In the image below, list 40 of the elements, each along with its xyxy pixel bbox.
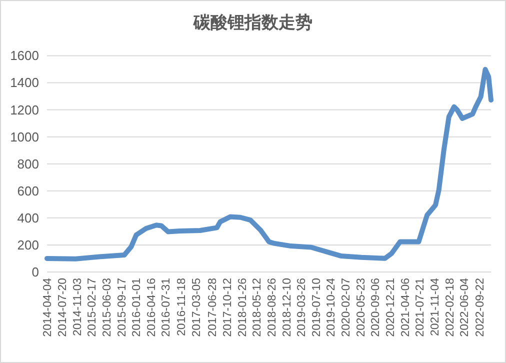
x-tick-label: 2016-07-31 xyxy=(160,278,173,337)
x-tick-label: 2016-11-18 xyxy=(176,278,188,336)
x-tick-label: 2014-07-20 xyxy=(56,278,69,337)
y-tick-label: 1400 xyxy=(10,75,39,90)
y-tick-label: 200 xyxy=(17,237,39,252)
x-tick-label: 2018-05-12 xyxy=(252,278,264,337)
x-tick-label: 2020-12-21 xyxy=(385,278,398,337)
x-tick-label: 2022-09-22 xyxy=(474,278,487,337)
x-tick-label: 2017-06-28 xyxy=(207,278,220,337)
chart-title: 碳酸锂指数走势 xyxy=(192,13,312,32)
y-tick-label: 1600 xyxy=(10,48,39,64)
x-tick-label: 2018-01-26 xyxy=(236,278,249,337)
y-tick-label: 1200 xyxy=(10,102,39,118)
y-tick-label: 400 xyxy=(17,210,39,226)
y-tick-label: 800 xyxy=(17,156,39,172)
x-tick-label: 2018-08-26 xyxy=(266,278,278,337)
x-tick-label: 2022-06-04 xyxy=(459,277,472,337)
x-tick-label: 2016-04-16 xyxy=(146,278,158,337)
x-tick-label: 2017-10-12 xyxy=(222,278,234,337)
y-tick-label: 600 xyxy=(17,183,39,198)
x-tick-label: 2018-12-10 xyxy=(281,278,294,337)
x-tick-label: 2021-11-04 xyxy=(430,277,442,336)
x-tick-label: 2015-06-03 xyxy=(101,278,114,337)
y-tick-label: 1000 xyxy=(10,129,39,144)
x-tick-label: 2020-02-07 xyxy=(340,278,353,337)
x-tick-label: 2019-03-26 xyxy=(296,278,308,337)
x-tick-label: 2019-10-24 xyxy=(326,277,338,337)
x-tick-label: 2021-04-06 xyxy=(400,278,412,337)
y-tick-label: 0 xyxy=(32,264,39,280)
x-tick-label: 2014-04-04 xyxy=(42,277,54,337)
x-tick-label: 2020-05-23 xyxy=(355,278,368,337)
x-tick-label: 2021-07-21 xyxy=(414,278,427,337)
x-tick-label: 2015-09-17 xyxy=(116,278,128,337)
x-tick-label: 2022-02-18 xyxy=(444,278,456,337)
x-tick-label: 2019-07-10 xyxy=(310,278,323,337)
x-tick-label: 2017-03-05 xyxy=(191,278,204,337)
x-tick-label: 2014-11-03 xyxy=(72,278,84,336)
x-tick-label: 2020-09-06 xyxy=(370,278,382,337)
x-tick-label: 2015-02-17 xyxy=(86,278,99,337)
x-tick-label: 2016-01-01 xyxy=(131,278,144,337)
